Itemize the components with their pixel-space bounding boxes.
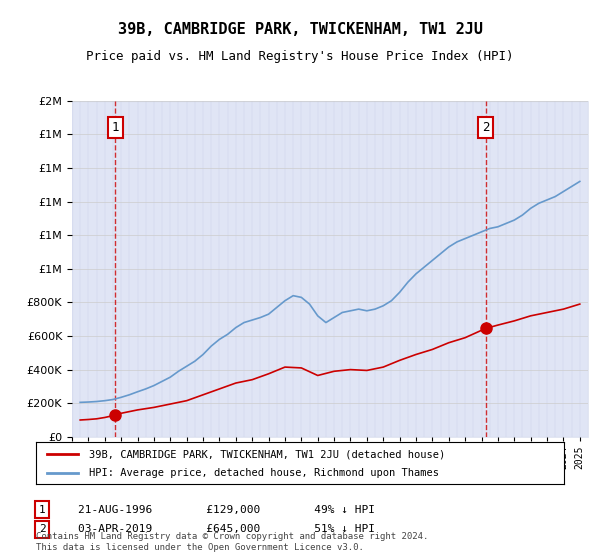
Text: Contains HM Land Registry data © Crown copyright and database right 2024.
This d: Contains HM Land Registry data © Crown c… bbox=[36, 532, 428, 552]
Text: 1: 1 bbox=[38, 505, 46, 515]
Text: 03-APR-2019        £645,000        51% ↓ HPI: 03-APR-2019 £645,000 51% ↓ HPI bbox=[78, 524, 375, 534]
Text: 39B, CAMBRIDGE PARK, TWICKENHAM, TW1 2JU (detached house): 39B, CAMBRIDGE PARK, TWICKENHAM, TW1 2JU… bbox=[89, 449, 445, 459]
Text: 21-AUG-1996        £129,000        49% ↓ HPI: 21-AUG-1996 £129,000 49% ↓ HPI bbox=[78, 505, 375, 515]
Text: 2: 2 bbox=[38, 524, 46, 534]
Text: Price paid vs. HM Land Registry's House Price Index (HPI): Price paid vs. HM Land Registry's House … bbox=[86, 50, 514, 63]
Text: 1: 1 bbox=[112, 121, 119, 134]
Text: HPI: Average price, detached house, Richmond upon Thames: HPI: Average price, detached house, Rich… bbox=[89, 468, 439, 478]
Text: 2: 2 bbox=[482, 121, 490, 134]
Text: 39B, CAMBRIDGE PARK, TWICKENHAM, TW1 2JU: 39B, CAMBRIDGE PARK, TWICKENHAM, TW1 2JU bbox=[118, 22, 482, 38]
